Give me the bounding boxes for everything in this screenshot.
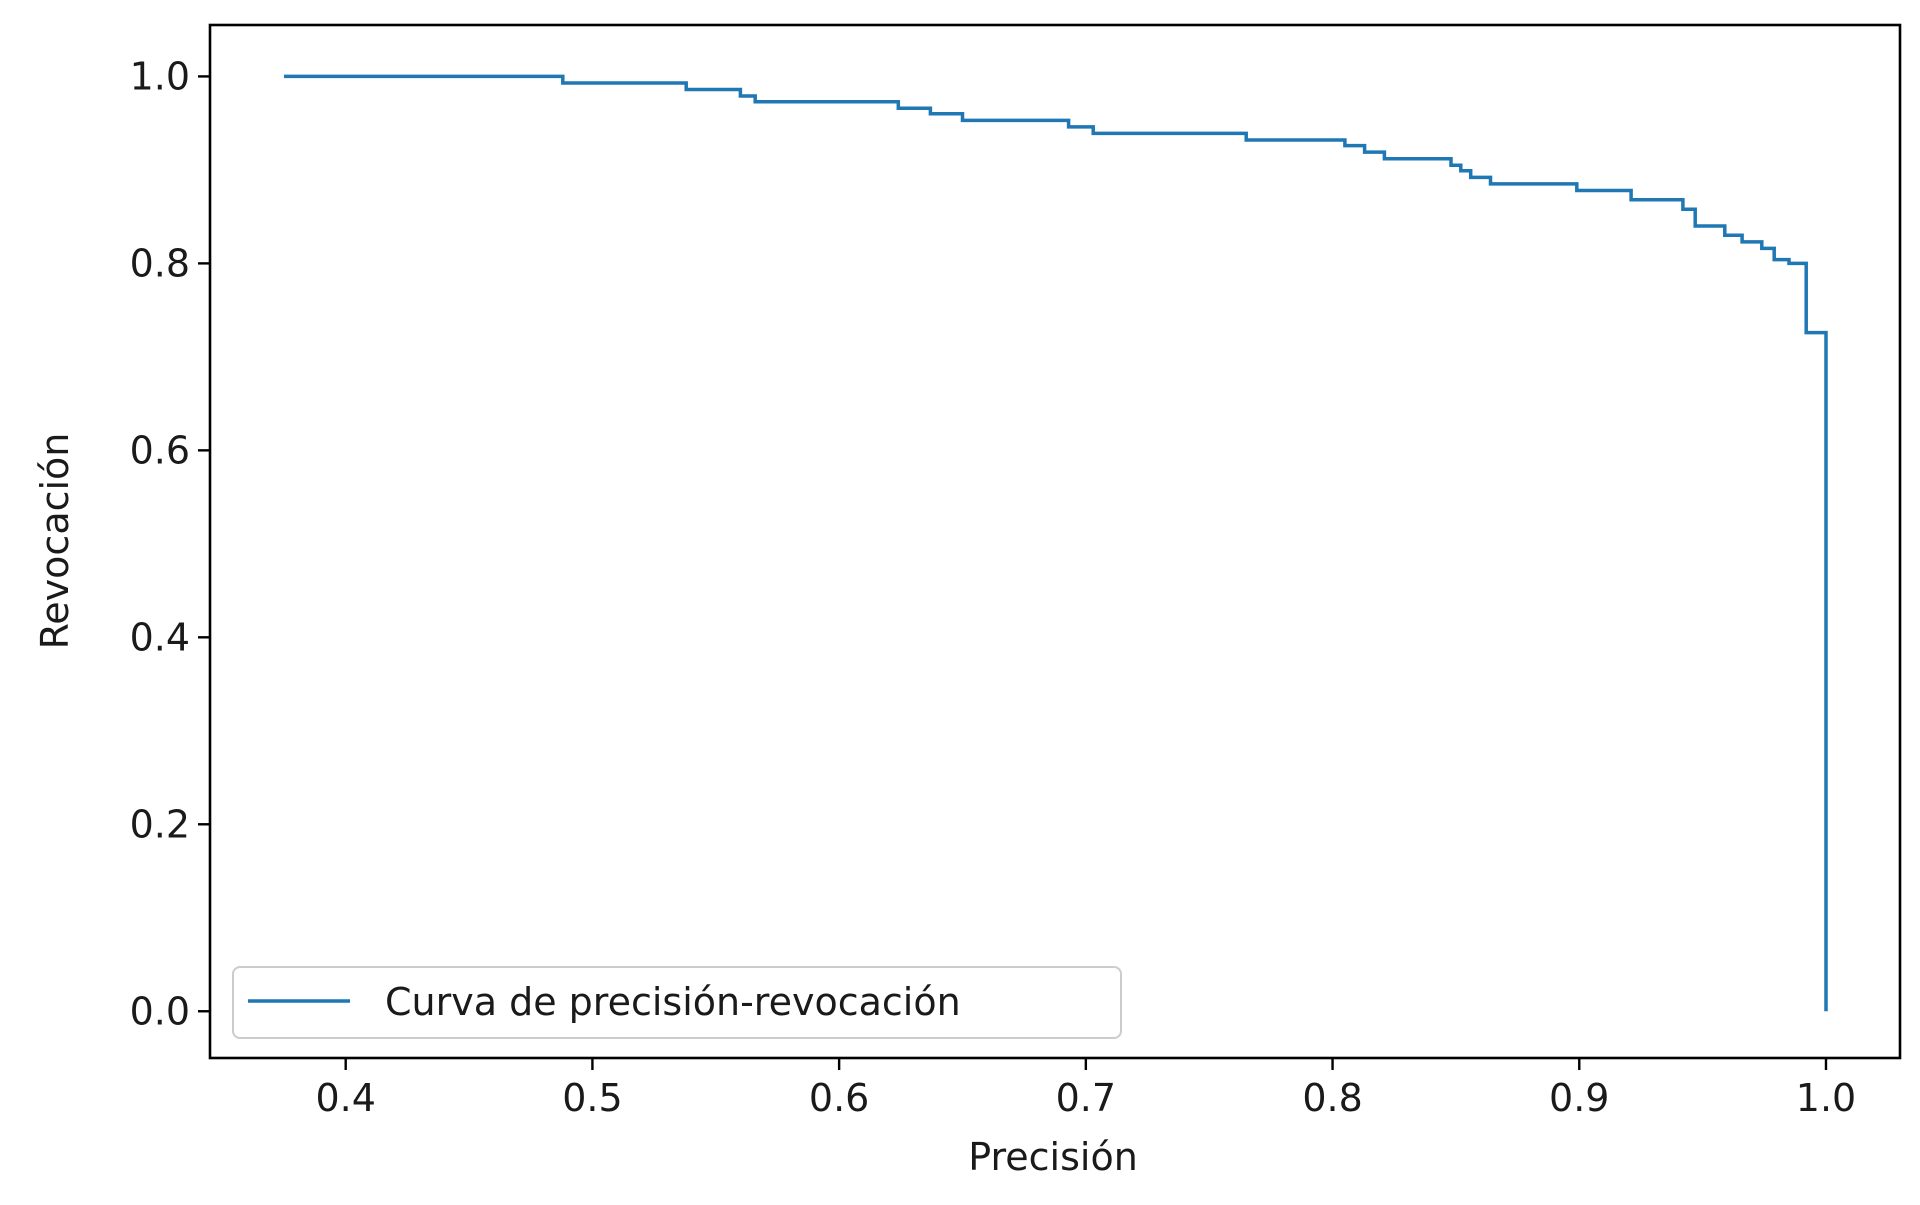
series-layer (284, 74, 1828, 1012)
x-tick-label: 0.8 (1302, 1076, 1362, 1120)
y-tick-label: 0.8 (130, 241, 190, 285)
x-tick-label: 0.6 (809, 1076, 869, 1120)
y-axis-label: Revocación (33, 433, 77, 650)
y-tick-label: 0.2 (130, 802, 190, 846)
plot-frame (208, 23, 1902, 1060)
legend-box (232, 966, 1122, 1039)
y-tick-label: 1.0 (130, 54, 190, 98)
x-tick-label: 1.0 (1796, 1076, 1856, 1120)
x-tick-label: 0.4 (315, 1076, 375, 1120)
x-tick-label: 0.7 (1056, 1076, 1116, 1120)
y-tick-label: 0.6 (130, 428, 190, 472)
x-tick-label: 0.5 (562, 1076, 622, 1120)
legend-label: Curva de precisión-revocación (385, 980, 961, 1024)
y-tick-label: 0.4 (130, 615, 190, 659)
axis-ticks: 0.4 0.5 0.6 0.7 0.8 0.9 1.0 0.0 0.2 0.4 0.6 0.8 1.0 (130, 54, 1857, 1120)
x-axis-label: Precisión (968, 1135, 1138, 1179)
x-tick-label: 0.9 (1549, 1076, 1609, 1120)
y-tick-label: 0.0 (130, 989, 190, 1033)
series-line (284, 74, 1828, 1012)
legend: Curva de precisión-revocación (232, 966, 1122, 1039)
